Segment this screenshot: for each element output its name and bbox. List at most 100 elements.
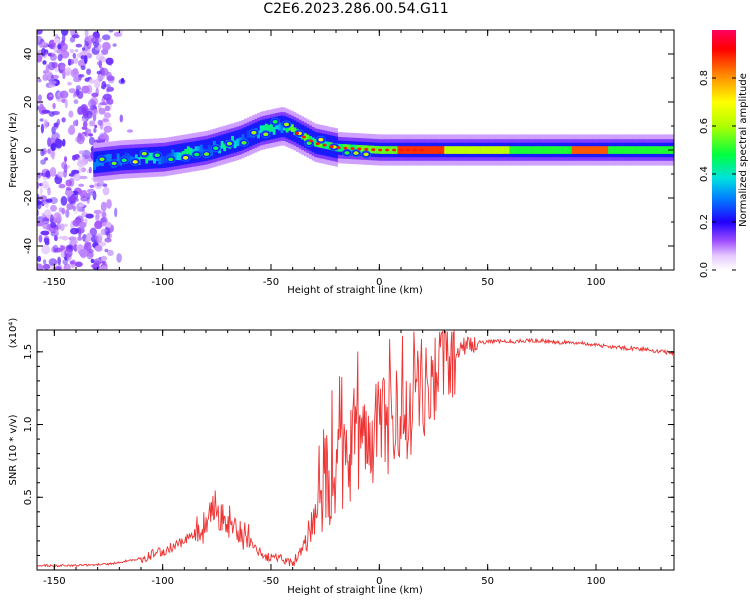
spectrogram-cell: [654, 146, 658, 154]
spectrogram-cell: [545, 146, 549, 154]
spectrogram-cell: [124, 152, 128, 161]
spectrogram-blob-core: [111, 161, 117, 166]
spectrogram-noise-cell: [94, 78, 101, 89]
spectrogram-cell: [501, 146, 505, 154]
spectrogram-cell: [600, 146, 604, 154]
spectrogram-noise-cell: [99, 120, 104, 130]
spectrogram-noise-cell: [61, 161, 67, 170]
spectrogram-noise-cell: [80, 65, 86, 71]
spectrogram-noise-cell: [69, 48, 75, 54]
x-tick-label: 0: [376, 576, 382, 587]
spectrogram-noise-cell: [86, 250, 94, 260]
spectrogram-peak: [419, 148, 424, 152]
spectrogram-noise-cell: [92, 109, 99, 115]
spectrogram-blob-core: [353, 151, 359, 155]
spectrogram-blob-core: [363, 152, 369, 157]
spectrogram-blob-core: [99, 157, 105, 162]
spectrogram-noise-cell: [78, 150, 85, 155]
spectrogram-noise-cell: [73, 99, 79, 105]
spectrogram-noise-cell: [68, 88, 76, 94]
spectrogram-cell: [563, 146, 567, 154]
spectrogram-cell: [519, 146, 523, 154]
spectrogram-cell: [641, 146, 645, 154]
y-tick-label: 1.5: [23, 344, 34, 360]
spectrogram-noise-cell: [42, 223, 51, 230]
spectrogram-noise-cell: [94, 245, 103, 252]
spectrogram-noise-cell: [78, 74, 85, 78]
spectrogram-noise-cell: [50, 142, 56, 151]
spectrogram-noise-cell: [94, 124, 98, 129]
spectrogram-noise-cell: [51, 132, 61, 141]
spectrogram-noise-cell: [49, 94, 53, 98]
spectrogram-noise-cell: [47, 70, 52, 81]
spectrogram-cell: [532, 146, 536, 154]
spectrogram-noise-cell: [45, 170, 51, 178]
spectrogram-blob-core: [272, 120, 278, 124]
spectrogram-noise-cell: [40, 230, 50, 236]
spectrogram-cell: [467, 146, 471, 154]
spectrogram-noise-cell: [99, 102, 108, 106]
spectrogram-noise-cell: [95, 53, 105, 61]
spectrogram-cell: [241, 134, 245, 142]
colorbar-tick-label: 0.0: [699, 262, 710, 278]
spectrogram-noise-cell: [65, 179, 72, 187]
spectrogram-cell: [618, 146, 622, 154]
snr-y-label: SNR (10 * v/v): [8, 414, 19, 485]
spectrogram-noise-cell: [95, 213, 100, 219]
spectrogram-noise-cell: [94, 220, 103, 230]
spectrogram-blob-core: [183, 156, 189, 160]
spectrogram-cell: [171, 149, 175, 158]
spectrogram-noise-cell: [104, 112, 111, 119]
spectrogram-noise-cell: [42, 217, 50, 225]
spectrogram-noise-cell: [68, 124, 75, 135]
spectrogram-noise-cell: [60, 50, 70, 59]
spectrogram-noise-cell: [70, 201, 76, 205]
spectrogram-cell: [657, 146, 661, 154]
spectrogram-cell: [485, 146, 489, 154]
spectrogram-noise-cell: [53, 44, 58, 53]
y-tick-label: 20: [23, 96, 34, 109]
spectrogram-cell: [441, 146, 445, 154]
spectrogram-noise-cell: [75, 88, 80, 96]
spectrogram-cell: [597, 146, 601, 154]
spectrogram-cell: [574, 146, 578, 154]
spectrogram-blob-core: [226, 141, 233, 146]
spectrogram-cell: [381, 146, 385, 154]
spectrogram-blob-core: [121, 158, 127, 163]
spectrogram-cell: [470, 146, 474, 154]
spectrogram-cell: [108, 153, 112, 162]
spectrogram-noise-cell: [67, 81, 72, 86]
y-tick-label: 0: [23, 147, 34, 153]
spectrogram-noise-cell: [64, 99, 68, 109]
spectrogram-blob-core: [241, 141, 247, 145]
spectrogram-cell: [556, 146, 559, 154]
spectrogram-noise-cell: [41, 180, 49, 188]
spectrogram-noise-cell: [74, 239, 78, 245]
spectrogram-cell: [280, 125, 284, 133]
colorbar-tick-label: 0.4: [699, 166, 710, 182]
spectrogram-cell: [506, 146, 510, 154]
spectrogram-cell: [426, 146, 429, 154]
spectrogram-noise-cell: [105, 57, 114, 65]
x-tick-label: -100: [151, 277, 174, 288]
spectrogram-noise-cell: [73, 173, 81, 182]
spectrogram-noise-cell: [78, 183, 84, 187]
x-tick-label: 50: [481, 576, 494, 587]
spectrogram-noise-cell: [77, 155, 86, 165]
spectrogram-noise-cell: [74, 49, 79, 53]
spectrogram-noise-cell: [42, 263, 51, 270]
spectrogram-cell: [163, 155, 167, 164]
spectrogram-peak: [336, 146, 341, 150]
spectrogram-cell: [160, 156, 164, 164]
spectrogram-cell: [504, 146, 507, 154]
spectrogram-cell: [262, 125, 266, 133]
spectrogram-noise-cell: [82, 121, 88, 128]
spectrogram-cell: [535, 146, 539, 154]
spectrogram-noise-cell: [51, 110, 60, 116]
x-tick-label: 0: [376, 277, 382, 288]
spectrogram-noise-cell: [48, 150, 52, 154]
spectrogram-blob-core: [204, 152, 210, 156]
spectrogram-cell: [348, 144, 351, 153]
spectrogram-noise-cell: [119, 30, 123, 37]
spectrogram-cell: [540, 146, 544, 154]
